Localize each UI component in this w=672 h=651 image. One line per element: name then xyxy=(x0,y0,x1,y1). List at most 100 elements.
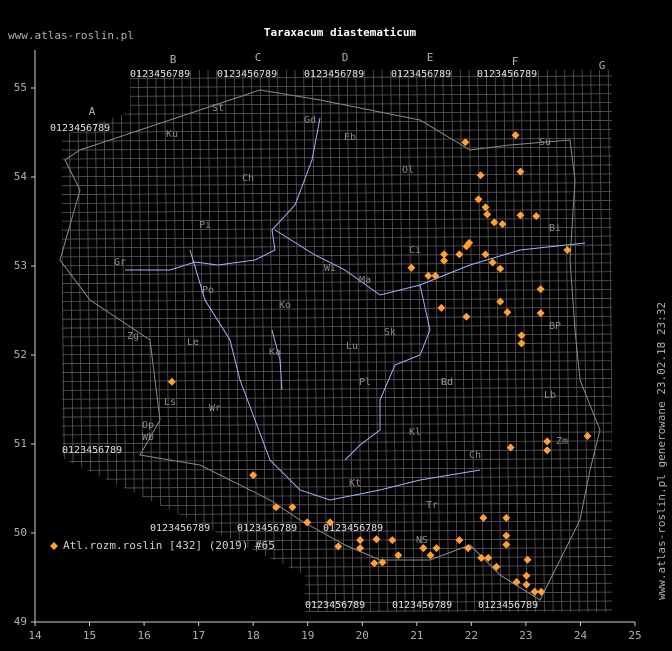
record-point xyxy=(583,431,592,440)
grid-line xyxy=(62,342,612,347)
atlas-grid xyxy=(62,60,623,620)
rivers xyxy=(125,117,586,501)
grid-line xyxy=(62,333,612,338)
record-point xyxy=(407,263,416,272)
grid-line xyxy=(459,70,467,612)
digit-row: 0123456789 xyxy=(50,123,110,134)
grid-line xyxy=(564,70,571,612)
grid-line xyxy=(590,70,598,612)
grid-line xyxy=(233,70,241,612)
grid-line xyxy=(62,297,612,302)
record-point xyxy=(455,250,464,259)
region-label: Ka xyxy=(269,347,281,358)
record-point xyxy=(326,518,335,527)
region-label: Bi xyxy=(549,223,561,234)
region-label: Pl xyxy=(359,377,371,388)
grid-line xyxy=(62,378,612,382)
grid-line xyxy=(62,271,612,276)
region-label: Gd xyxy=(304,115,316,126)
digit-row: 0123456789 xyxy=(478,600,538,611)
record-point xyxy=(356,544,365,553)
record-point xyxy=(563,245,572,254)
y-tick-label: 55 xyxy=(14,81,27,94)
grid-line xyxy=(259,70,267,612)
record-point xyxy=(481,203,490,212)
region-label: Eb xyxy=(344,132,356,143)
region-label: Sk xyxy=(384,327,396,338)
x-tick-label: 16 xyxy=(137,629,150,642)
region-label: Le xyxy=(187,337,199,348)
region-label: Zm xyxy=(556,436,568,447)
grid-line xyxy=(62,146,612,151)
x-tick-label: 18 xyxy=(247,629,260,642)
grid-line xyxy=(62,235,612,240)
grid-line xyxy=(62,217,612,222)
region-label: Ci xyxy=(409,245,421,256)
record-point xyxy=(543,446,552,455)
grid-line xyxy=(285,70,293,612)
column-letter: A xyxy=(89,105,96,118)
record-point xyxy=(461,138,470,147)
region-label: Su xyxy=(539,137,551,148)
grid-line xyxy=(538,70,545,612)
borders xyxy=(59,89,601,601)
grid-line xyxy=(62,244,612,249)
grid-line xyxy=(62,369,612,374)
grid-line xyxy=(617,60,623,620)
legend-label: Atl.rozm.roslin [432] (2019) #65 xyxy=(63,539,275,552)
grid-line xyxy=(62,404,612,409)
record-point xyxy=(523,555,532,564)
grid-line xyxy=(425,70,432,612)
grid-line xyxy=(62,484,612,489)
record-point xyxy=(522,580,531,589)
grid-line xyxy=(346,70,354,612)
x-tick-label: 25 xyxy=(628,629,641,642)
region-label: Ko xyxy=(279,300,291,311)
grid-line xyxy=(546,70,554,612)
region-label: Op xyxy=(142,420,154,431)
record-point xyxy=(440,250,449,259)
region-label: Wr xyxy=(209,403,221,414)
grid-line xyxy=(62,70,67,612)
grid-line xyxy=(433,70,441,612)
grid-line xyxy=(62,75,612,80)
record-point xyxy=(419,544,428,553)
grid-line xyxy=(277,70,284,612)
grid-line xyxy=(320,70,328,612)
record-point xyxy=(484,553,493,562)
region-label: Wb xyxy=(142,432,154,443)
record-point xyxy=(502,513,511,522)
column-letter: B xyxy=(170,53,177,66)
grid-line xyxy=(416,70,424,612)
grid-line xyxy=(164,70,171,612)
y-tick-label: 49 xyxy=(14,615,27,628)
y-tick-label: 52 xyxy=(14,348,27,361)
grid-line xyxy=(407,70,415,612)
grid-line xyxy=(512,70,519,612)
region-label: Wi xyxy=(324,263,336,274)
legend-marker xyxy=(50,542,58,550)
record-point xyxy=(476,171,485,180)
region-label: Kl xyxy=(409,427,421,438)
record-point xyxy=(517,331,526,340)
record-point xyxy=(464,544,473,553)
digit-row: 0123456789 xyxy=(130,69,190,80)
column-letter: F xyxy=(512,55,519,68)
y-tick-label: 50 xyxy=(14,526,27,539)
grid-line xyxy=(381,70,389,612)
grid-line xyxy=(303,70,310,612)
column-letter: G xyxy=(599,59,606,72)
record-point xyxy=(490,218,499,227)
grid-line xyxy=(338,70,345,612)
record-point xyxy=(506,443,515,452)
record-point xyxy=(522,571,531,580)
record-point xyxy=(516,167,525,176)
record-point xyxy=(502,540,511,549)
region-label: Ma xyxy=(359,275,371,286)
region-label: Pi xyxy=(199,220,211,231)
x-tick-label: 24 xyxy=(574,629,588,642)
grid-line xyxy=(85,70,93,612)
region-label: Zg xyxy=(127,331,139,342)
grid-line xyxy=(62,440,612,445)
region-label: Tr xyxy=(426,500,438,511)
